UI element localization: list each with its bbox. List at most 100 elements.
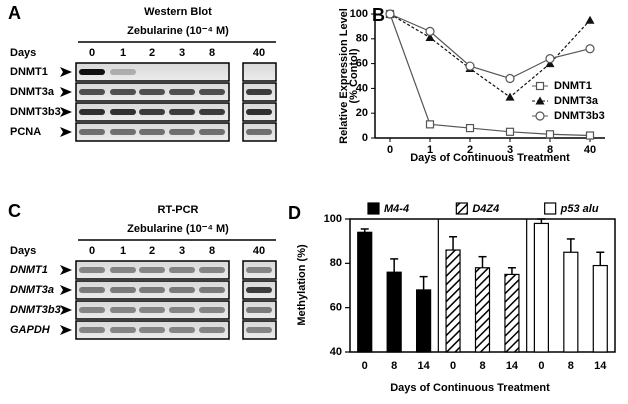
gel-title: RT-PCR bbox=[158, 204, 199, 216]
x-tick-label: 0 bbox=[387, 144, 393, 156]
band bbox=[199, 109, 225, 115]
marker bbox=[465, 123, 475, 133]
band bbox=[199, 89, 225, 95]
marker bbox=[425, 33, 435, 42]
band bbox=[110, 69, 136, 75]
treatment-label: Zebularine (10⁻⁴ M) bbox=[127, 25, 229, 37]
band bbox=[199, 327, 225, 333]
arrow bbox=[60, 67, 72, 77]
day-label: 0 bbox=[89, 47, 95, 59]
legend-marker bbox=[535, 111, 545, 121]
x-tick-label: 0 bbox=[362, 360, 368, 372]
x-tick-label: 1 bbox=[427, 144, 433, 156]
gel-box bbox=[242, 320, 277, 340]
row-label: DNMT3a bbox=[10, 86, 55, 98]
x-axis-label: Days of Continuous Treatment bbox=[390, 382, 550, 394]
legend-label: DNMT3a bbox=[554, 95, 599, 107]
arrow bbox=[60, 305, 72, 315]
band bbox=[169, 89, 195, 95]
legend-label: D4Z4 bbox=[472, 203, 499, 215]
band bbox=[110, 109, 136, 115]
y-tick-label: 0 bbox=[362, 132, 368, 144]
row-label: DNMT3a bbox=[10, 284, 54, 296]
band bbox=[246, 89, 272, 95]
y-tick-label: 60 bbox=[330, 302, 342, 314]
y-tick-label: 100 bbox=[324, 213, 342, 225]
band bbox=[139, 267, 165, 273]
bar bbox=[563, 251, 579, 353]
marker bbox=[505, 127, 515, 136]
y-tick-label: 40 bbox=[330, 346, 342, 358]
day-label: 8 bbox=[209, 47, 215, 59]
marker bbox=[585, 44, 595, 54]
band bbox=[79, 69, 105, 75]
day-label: 8 bbox=[209, 245, 215, 257]
series-line bbox=[389, 13, 591, 80]
x-tick-label: 14 bbox=[506, 360, 519, 372]
arrow bbox=[60, 87, 72, 97]
x-tick-label: 0 bbox=[538, 360, 544, 372]
x-tick-label: 8 bbox=[391, 360, 397, 372]
y-tick-label: 80 bbox=[330, 257, 342, 269]
band bbox=[139, 287, 165, 293]
band bbox=[199, 267, 225, 273]
band bbox=[169, 109, 195, 115]
y-tick-label: 60 bbox=[356, 58, 368, 70]
gel-title: Western Blot bbox=[144, 6, 212, 18]
x-tick-label: 2 bbox=[467, 144, 473, 156]
marker bbox=[545, 54, 555, 64]
row-label: DNMT3b3 bbox=[10, 304, 61, 316]
band bbox=[110, 287, 136, 293]
x-tick-label: 8 bbox=[479, 360, 485, 372]
row-label: DNMT1 bbox=[10, 264, 48, 276]
x-tick-label: 0 bbox=[450, 360, 456, 372]
day-label: 0 bbox=[89, 245, 95, 257]
bar bbox=[445, 249, 461, 353]
band bbox=[169, 287, 195, 293]
band bbox=[110, 129, 136, 135]
day-label: 1 bbox=[120, 47, 126, 59]
gel-box bbox=[75, 300, 230, 320]
band bbox=[110, 267, 136, 273]
x-tick-label: 3 bbox=[507, 144, 513, 156]
y-tick-label: 80 bbox=[356, 33, 368, 45]
arrow bbox=[60, 285, 72, 295]
legend-marker bbox=[455, 202, 468, 215]
band bbox=[79, 267, 105, 273]
band bbox=[169, 307, 195, 313]
day-label: 40 bbox=[253, 47, 265, 59]
bar bbox=[416, 289, 432, 353]
marker bbox=[505, 92, 515, 101]
legend-label: M4-4 bbox=[384, 203, 409, 215]
row-label: PCNA bbox=[10, 126, 41, 138]
band bbox=[246, 307, 272, 313]
y-tick-label: 100 bbox=[350, 8, 368, 20]
band bbox=[169, 327, 195, 333]
gel-box bbox=[242, 62, 277, 82]
series-line bbox=[389, 13, 591, 98]
marker bbox=[585, 15, 595, 24]
legend-marker bbox=[535, 96, 545, 105]
arrow bbox=[60, 325, 72, 335]
arrow bbox=[60, 127, 72, 137]
bar bbox=[504, 273, 520, 353]
band bbox=[199, 129, 225, 135]
y-tick-label: 20 bbox=[356, 107, 368, 119]
marker bbox=[465, 61, 475, 71]
bar bbox=[386, 271, 402, 353]
row-label: DNMT3b3 bbox=[10, 106, 61, 118]
band bbox=[110, 307, 136, 313]
x-tick-label: 14 bbox=[594, 360, 607, 372]
legend-marker bbox=[535, 81, 545, 91]
marker bbox=[385, 9, 395, 19]
y-tick-label: 40 bbox=[356, 82, 368, 94]
band bbox=[79, 307, 105, 313]
panel-label: C bbox=[8, 201, 21, 221]
panel-label: D bbox=[288, 203, 301, 223]
band bbox=[139, 129, 165, 135]
band bbox=[139, 109, 165, 115]
band bbox=[246, 109, 272, 115]
band bbox=[79, 287, 105, 293]
marker bbox=[425, 120, 435, 129]
